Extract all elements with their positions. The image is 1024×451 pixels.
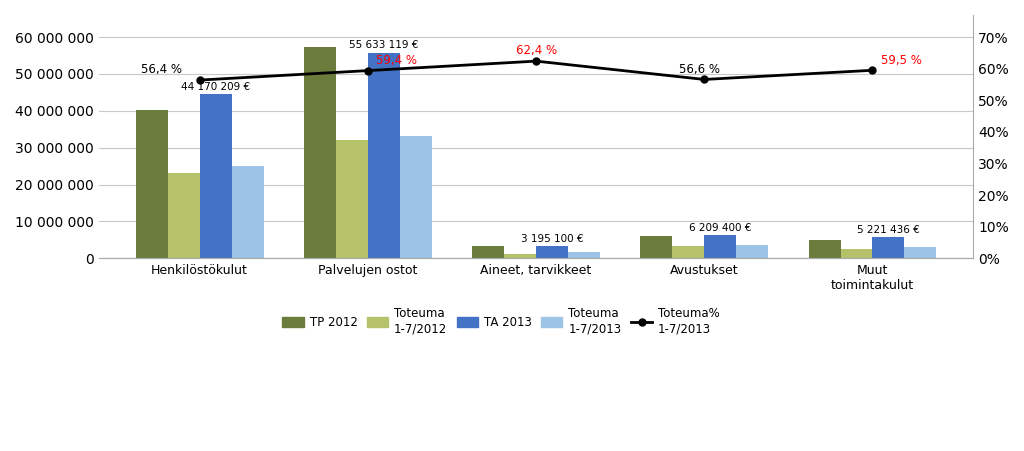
Bar [673, 246, 705, 258]
Text: 5 221 436 €: 5 221 436 € [857, 225, 920, 235]
Text: 59,5 %: 59,5 % [881, 54, 922, 67]
Bar [809, 240, 841, 258]
Bar [536, 246, 568, 258]
Text: 59,4 %: 59,4 % [376, 55, 417, 68]
Bar [399, 136, 432, 258]
Bar [568, 252, 600, 258]
Bar [368, 53, 399, 258]
Text: 55 633 119 €: 55 633 119 € [349, 41, 419, 51]
Bar [504, 254, 536, 258]
Bar [200, 94, 231, 258]
Text: 56,4 %: 56,4 % [140, 63, 182, 76]
Bar [872, 237, 904, 258]
Bar [168, 174, 200, 258]
Bar [472, 246, 504, 258]
Bar [336, 139, 368, 258]
Bar [640, 236, 673, 258]
Text: 3 195 100 €: 3 195 100 € [521, 234, 584, 244]
Text: 44 170 209 €: 44 170 209 € [181, 82, 250, 92]
Bar [304, 47, 336, 258]
Bar [736, 245, 768, 258]
Bar [904, 247, 936, 258]
Text: 62,4 %: 62,4 % [515, 44, 557, 57]
Text: 6 209 400 €: 6 209 400 € [689, 223, 752, 233]
Bar [841, 249, 872, 258]
Bar [136, 110, 168, 258]
Bar [231, 166, 263, 258]
Bar [705, 235, 736, 258]
Text: 56,6 %: 56,6 % [679, 63, 720, 76]
Legend: TP 2012, Toteuma
1-7/2012, TA 2013, Toteuma
1-7/2013, Toteuma%
1-7/2013: TP 2012, Toteuma 1-7/2012, TA 2013, Tote… [278, 303, 725, 340]
